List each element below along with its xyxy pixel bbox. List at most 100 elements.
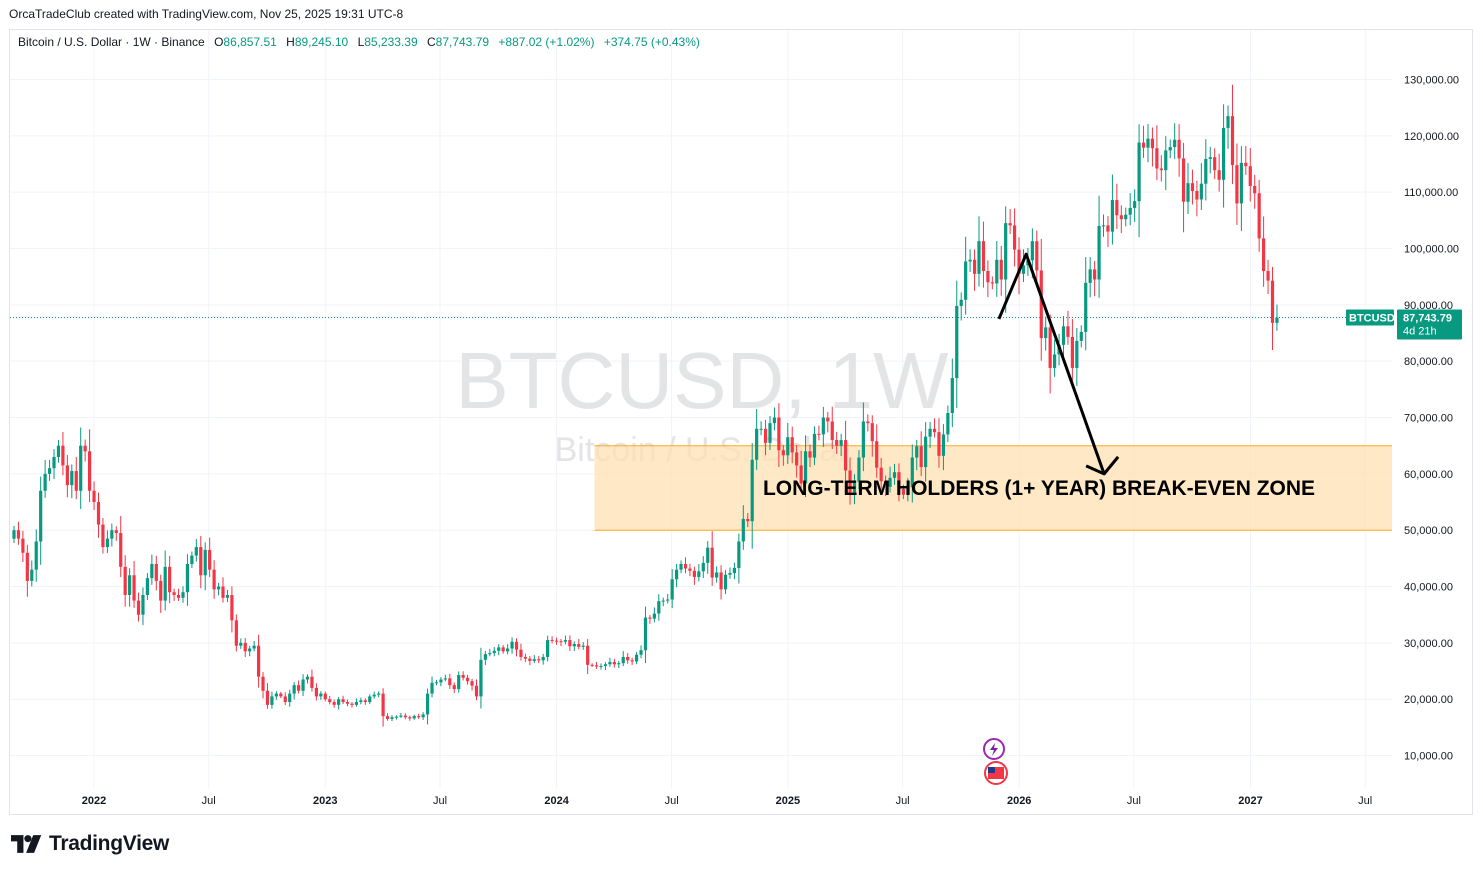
candle: [777, 403, 781, 467]
x-axis: 2022 Jul 2023 Jul 2024 Jul 2025 Jul 2026 Jul 2027 J…: [82, 795, 1372, 807]
candle: [417, 713, 421, 719]
candle: [683, 557, 688, 574]
candle: [256, 634, 261, 688]
break-even-zone: [594, 445, 1392, 531]
x-tick-label: 2027: [1238, 795, 1262, 807]
candle: [141, 587, 145, 626]
candle: [808, 444, 812, 468]
candle: [928, 421, 932, 448]
candle: [568, 635, 572, 651]
candle: [1017, 237, 1021, 295]
candle-body: [96, 502, 101, 525]
candle: [999, 245, 1003, 296]
extra-change-value: +374.75 (+0.43%): [603, 35, 700, 49]
candle-body: [372, 694, 376, 697]
candle: [1150, 127, 1155, 167]
candle-body: [581, 645, 585, 647]
candle-body: [74, 471, 78, 491]
change-value: +887.02 (+1.02%): [498, 35, 595, 49]
candle-body: [70, 471, 74, 486]
candle: [87, 429, 92, 502]
candle: [385, 713, 390, 721]
candle-body: [65, 465, 69, 486]
candle: [821, 406, 825, 447]
candle: [483, 650, 487, 666]
candle-body: [901, 489, 905, 495]
candle-body: [835, 440, 839, 446]
candle: [1253, 174, 1257, 209]
candle-body: [968, 259, 972, 262]
candle-body: [1066, 326, 1070, 337]
candle: [634, 651, 639, 665]
candle-body: [128, 575, 132, 595]
candle: [1146, 124, 1150, 163]
candle: [1004, 206, 1008, 313]
candle-body: [461, 674, 465, 678]
candle-body: [612, 662, 616, 665]
candle-body: [608, 662, 612, 665]
candle-body: [715, 572, 719, 578]
candle: [292, 682, 296, 700]
candle: [1262, 216, 1266, 287]
candle: [1133, 189, 1137, 222]
candle-body: [172, 592, 176, 595]
candle: [301, 674, 305, 697]
candle-body: [163, 566, 167, 601]
candle-body: [670, 579, 674, 600]
x-tick-label: Jul: [1127, 795, 1141, 807]
candle: [21, 530, 25, 563]
candle: [603, 662, 608, 671]
candle: [1115, 183, 1119, 230]
candle: [657, 594, 661, 621]
candle-body: [1244, 162, 1248, 167]
y-tick-label: 80,000.00: [1404, 356, 1453, 368]
candle-body: [932, 428, 937, 433]
candle: [506, 644, 510, 655]
candle-body: [1226, 116, 1230, 128]
candle-body: [154, 564, 158, 581]
candle: [1244, 145, 1248, 175]
close-label: C: [426, 35, 436, 49]
candle: [719, 565, 723, 600]
candle: [1101, 214, 1106, 237]
candle-body: [421, 714, 425, 718]
candle-body: [568, 640, 572, 647]
candle-body: [319, 693, 323, 697]
candle-body: [590, 664, 594, 666]
candle: [755, 409, 759, 470]
candle: [225, 589, 230, 603]
candle-body: [675, 569, 679, 580]
chart-frame: [9, 29, 1473, 815]
candle-body: [199, 547, 203, 576]
candle-body: [1030, 241, 1034, 261]
candle: [1141, 125, 1146, 158]
candle: [12, 525, 16, 543]
candle-body: [1115, 200, 1119, 216]
candle: [1199, 163, 1203, 210]
candle-body: [915, 446, 919, 458]
candle: [990, 276, 994, 290]
symbol-name[interactable]: Bitcoin / U.S. Dollar · 1W · Binance: [18, 35, 205, 49]
candle-body: [768, 423, 772, 443]
candle-body: [910, 457, 914, 488]
candle: [697, 564, 701, 582]
candle-body: [501, 647, 505, 652]
candle-body: [385, 716, 390, 719]
tradingview-logo[interactable]: TradingView: [11, 832, 169, 856]
candle: [688, 563, 692, 577]
candle-body: [852, 481, 857, 494]
candle-body: [56, 445, 61, 457]
candle: [328, 695, 332, 705]
candle-body: [1110, 200, 1115, 232]
x-tick-label: Jul: [433, 795, 447, 807]
candle: [1217, 153, 1221, 192]
candle: [337, 696, 341, 710]
candle: [1035, 230, 1039, 282]
candle-body: [634, 654, 639, 662]
candle-body: [928, 428, 932, 437]
price-tag-ticker-bg: [1346, 309, 1394, 326]
candle: [1137, 124, 1141, 238]
candle-body: [79, 445, 83, 491]
x-tick-label: 2026: [1007, 795, 1031, 807]
